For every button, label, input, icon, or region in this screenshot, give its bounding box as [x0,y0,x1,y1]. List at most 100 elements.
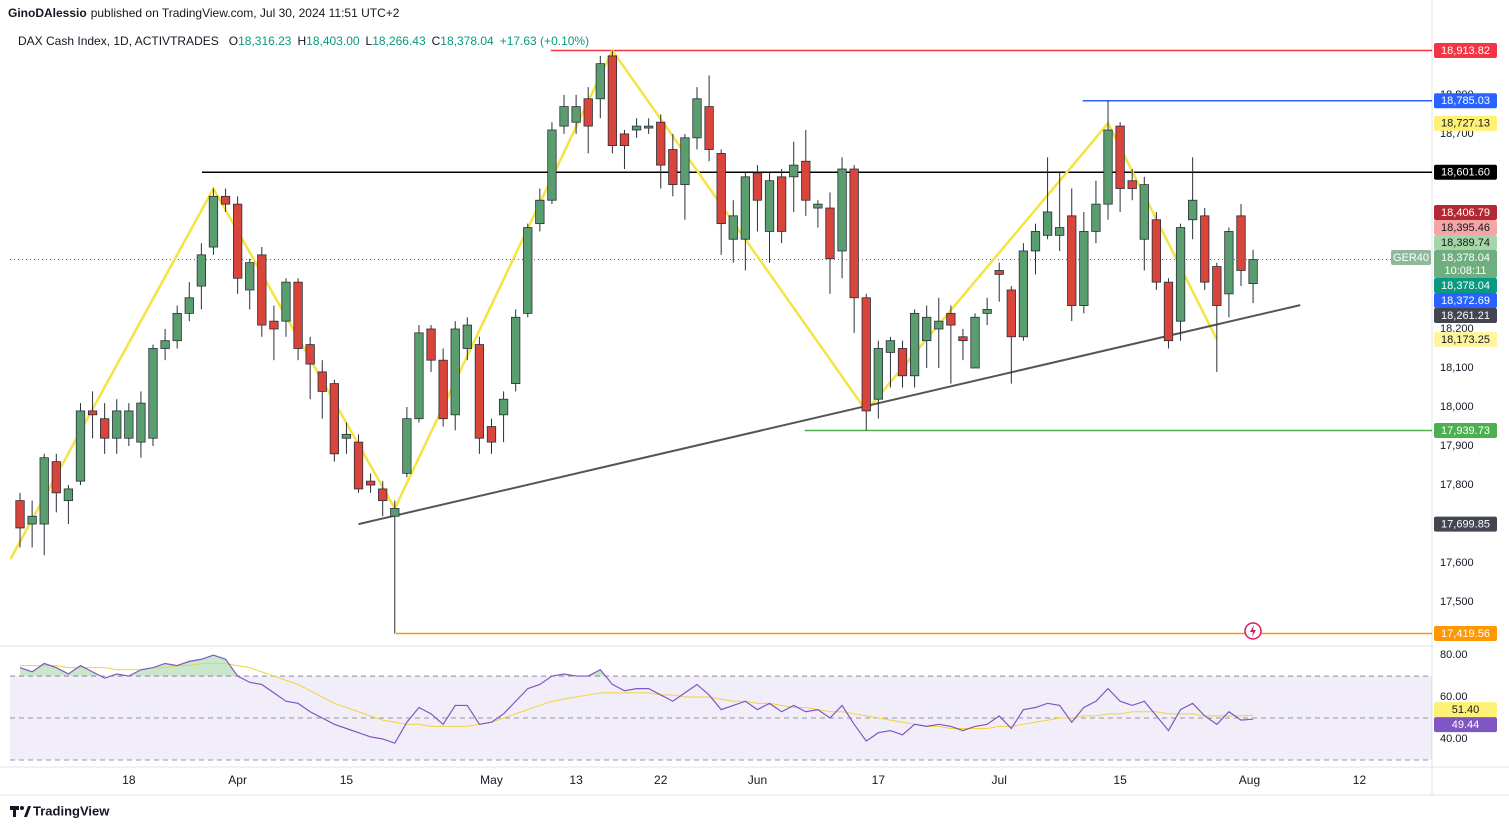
candle-body [208,195,219,248]
candle-body [1091,203,1101,232]
change: +17.63 (+0.10%) [500,34,589,48]
price-tag [1434,625,1497,641]
price-tag-label: 18,395.46 [1441,222,1490,234]
price-tag [1434,278,1497,294]
rsi-pane [10,654,1432,761]
x-tick-label: Apr [228,773,247,787]
candle-body [184,297,194,314]
candle-body [87,410,98,416]
candle-body [462,324,472,349]
x-tick-label: Aug [1239,773,1260,787]
candle-body [329,383,339,455]
candle-body [909,312,920,377]
price-tag-label: 51.40 [1452,704,1480,716]
symbol-badge-bg [1391,250,1431,266]
candle-body [63,488,74,502]
price-tag [1434,308,1497,324]
ohlc-value: 18,378.04 [440,34,494,48]
price-pane [10,48,1432,635]
price-tag [1434,205,1497,221]
candle-body [1115,125,1125,189]
rsi-tick-label: 60.00 [1440,691,1468,703]
candle-body [595,63,605,100]
ohlc-label: O [229,34,238,48]
candle-body [776,176,787,232]
countdown: 10:08:11 [1444,265,1486,277]
candle-body [233,203,243,279]
publisher: GinoDAlessio [8,6,87,20]
candle-body [535,199,545,225]
candle-body [825,207,835,260]
candle-body [402,418,412,474]
candle-body [1103,129,1113,205]
price-tag [1434,164,1497,180]
price-tag [1434,220,1497,236]
price-tag [1434,250,1497,279]
price-tag [1434,331,1497,347]
candle-body [39,457,49,525]
candle-body [704,106,714,150]
candle-body [1175,227,1186,322]
candle-body [414,332,424,420]
candle-body [15,500,25,529]
price-tag-label: 18,785.03 [1441,95,1490,107]
candle-body [946,312,956,326]
candle-body [873,348,883,400]
candle-body [523,227,533,314]
candle-body [257,254,267,326]
candle-body [341,433,352,439]
price-tag-label: 17,699.85 [1441,519,1490,531]
price-tag [1434,516,1497,532]
candle-body [281,281,291,322]
x-tick-label: 15 [340,773,354,787]
candle-body [680,137,690,186]
x-tick-label: 12 [1353,773,1367,787]
price-tag-label: 18,261.21 [1441,310,1490,322]
y-tick-label: 18,200 [1440,323,1474,335]
price-tag [1434,293,1497,309]
rsi-ma-line [20,662,1254,730]
candle-body [559,106,569,127]
candle-body [656,121,666,166]
price-tag-label: 18,389.74 [1441,237,1490,249]
candle-body [934,320,944,330]
ohlc-label: C [432,34,441,48]
y-tick-label: 17,800 [1440,479,1474,491]
candle-body [1212,266,1222,306]
x-tick-label: 17 [872,773,886,787]
price-tag [1434,115,1497,131]
candle-body [922,316,932,342]
candle-body [1030,231,1041,252]
x-tick-label: May [480,773,503,787]
candle-body [547,129,557,201]
price-tag-label: 18,913.82 [1441,45,1490,57]
alert-icon[interactable] [1244,622,1262,640]
candle-body [378,488,388,502]
candle-body [160,340,170,349]
candle-body [27,515,37,525]
candle-body [1163,281,1174,342]
candle-body [897,348,908,377]
candle-body [740,176,750,240]
price-tag-label: 18,378.04 [1441,252,1490,264]
candle-body [789,164,799,178]
brand-logo [10,806,31,817]
candle-body [172,312,182,342]
ohlc-value: 18,316.23 [238,34,292,48]
candle-body [498,398,509,416]
candle-body [813,203,823,209]
candle-body [474,344,485,439]
candle-body [631,125,642,131]
price-tag-label: 18,372.69 [1441,295,1490,307]
candle-body [124,410,134,439]
candle-body [728,215,738,240]
candle-body [51,461,61,494]
price-tag-label: 17,419.56 [1441,628,1490,640]
y-tick-label: 17,900 [1440,440,1474,452]
candle-body [861,297,871,412]
trend-line [358,304,1301,526]
price-tag [1434,42,1497,58]
candle-body [619,133,630,147]
y-tick-label: 18,000 [1440,401,1474,413]
